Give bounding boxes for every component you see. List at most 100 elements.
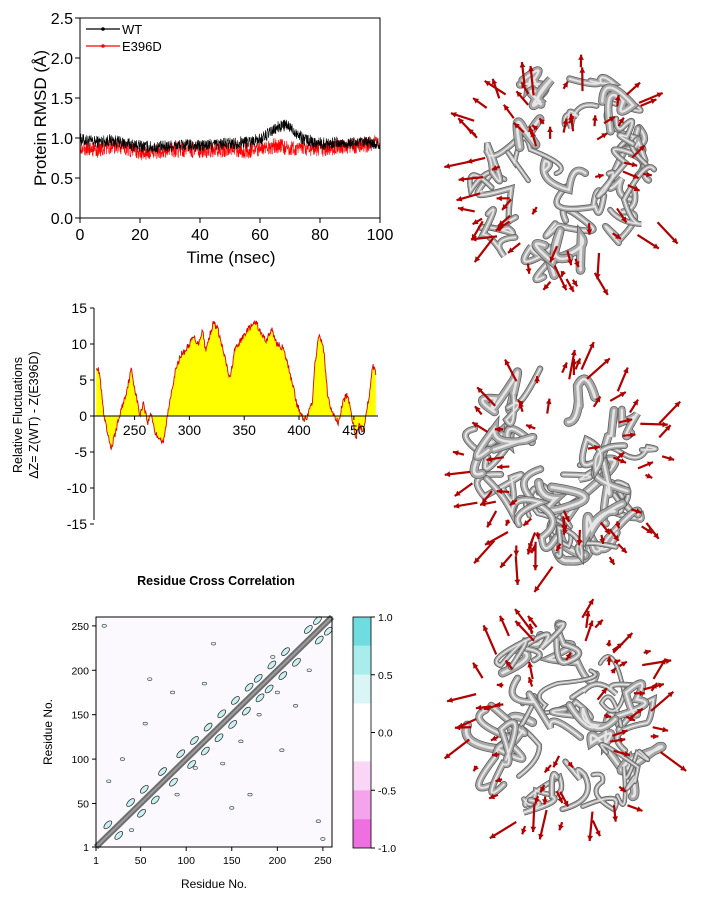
protein-ribbon-structure-bottom [443,598,687,842]
motion-arrowhead [620,547,627,553]
motion-arrowhead [500,561,506,568]
colorbar-tick-label: 0.5 [378,670,393,682]
motion-arrowhead [634,82,641,89]
motion-arrowhead [486,456,493,462]
rmsd-plot-frame [79,17,381,219]
y-tick-label: 0 [79,408,87,424]
contour-near-diagonal [242,706,251,716]
contour-off-diagonal [220,761,226,766]
motion-arrowhead [597,173,604,179]
motion-arrowhead [639,145,645,152]
motion-arrowhead [564,515,570,522]
motion-arrowhead [558,824,564,831]
rmsd-legend: WT E396D [86,22,162,54]
rmsd-series-layer [79,119,381,161]
ribbon-highlight [523,245,553,281]
motion-arrowhead [665,658,672,665]
contour-near-diagonal [126,798,135,807]
motion-arrowhead [544,766,551,773]
y-tick-label: 250 [71,621,89,633]
motion-arrowhead [456,196,463,202]
ribbon-highlight [615,117,634,145]
motion-arrowhead [587,835,593,841]
motion-arrowhead [603,358,610,365]
x-tick-label: 0 [76,227,85,244]
y-tick-label: 50 [77,798,89,810]
motion-arrowhead [576,540,583,546]
contour-near-diagonal [139,784,149,794]
legend-wt-label: WT [122,22,142,37]
cross-correlation-frame [95,616,333,848]
motion-arrowhead [619,392,626,398]
ribbon-highlight [476,170,513,223]
motion-arrowhead [504,359,510,366]
fluctuation-y-axis-title-line2: ΔZ= Z(WT) - Z(E396D) [27,351,41,478]
motion-arrowhead [485,539,491,545]
colorbar-level [353,790,371,820]
colorbar-level [353,761,371,791]
y-tick-label: -15 [67,516,87,532]
motion-arrowhead [515,620,522,627]
ribbon-highlight [485,135,521,183]
motion-arrowhead [562,362,568,369]
x-tick-label: 250 [314,855,332,867]
motion-arrowhead [534,797,540,804]
motion-arrowhead [471,235,477,242]
contour-near-diagonal [214,733,224,743]
motion-arrowhead [491,165,498,171]
ribbon-highlight [490,721,517,794]
contour-off-diagonal [306,668,312,672]
motion-arrowhead [618,117,624,124]
colorbar [353,617,371,848]
y-tick-label: 10 [71,336,87,352]
fluctuation-line [96,320,377,451]
motion-arrowhead [680,765,687,771]
motion-arrowhead [575,358,581,365]
motion-arrowhead [494,426,501,433]
motion-arrowhead [508,247,514,253]
motion-arrowhead [528,126,534,133]
ribbon-highlight [481,370,519,414]
cross-correlation-contours [93,614,335,850]
contour-off-diagonal [170,690,176,695]
colorbar-ticks: 1.0 0.5 0.0 -0.5 -1.0 [371,612,396,855]
motion-arrowhead [540,786,546,793]
diagonal-band-core [95,616,333,848]
motion-arrowhead [491,735,497,741]
motion-arrowhead [674,401,681,408]
x-tick-label: 80 [311,227,329,244]
y-tick-label: 150 [71,710,89,722]
series-e396d-line [79,135,381,161]
motion-arrowhead [653,733,659,740]
motion-arrowhead [644,649,651,655]
motion-arrowhead [594,273,601,280]
motion-arrowhead [530,826,537,832]
motion-arrowhead [616,643,623,649]
contour-near-diagonal [217,709,227,719]
motion-arrowhead [496,488,503,495]
y-tick-label: 1.0 [51,131,73,148]
motion-arrowhead [570,349,577,356]
motion-arrowhead [532,565,539,571]
motion-arrowhead [491,78,498,85]
contour-near-diagonal [281,647,290,656]
motion-arrowhead [658,682,664,689]
motion-arrowhead [624,751,630,757]
motion-arrowhead [547,126,553,132]
contour-off-diagonal [238,739,244,744]
motion-arrowhead [633,185,640,192]
motion-arrowhead [447,697,453,703]
motion-arrowhead [626,633,633,639]
ribbon-highlight [616,682,647,717]
ribbon-highlight [511,677,582,739]
motion-arrowhead [492,751,498,758]
motion-arrowhead [521,828,527,835]
colorbar-level [353,674,371,704]
fluctuation-chart: 250 300 350 400 450 15 10 5 0 -5 -10 -15 Relative … [11,300,378,532]
motion-arrowhead [602,288,608,295]
fluctuation-y-axis-title-line1: Relative Fluctuations [11,357,25,473]
motion-arrowhead [646,528,653,534]
ribbon-highlight [582,773,617,811]
ribbon-highlight [601,86,635,133]
